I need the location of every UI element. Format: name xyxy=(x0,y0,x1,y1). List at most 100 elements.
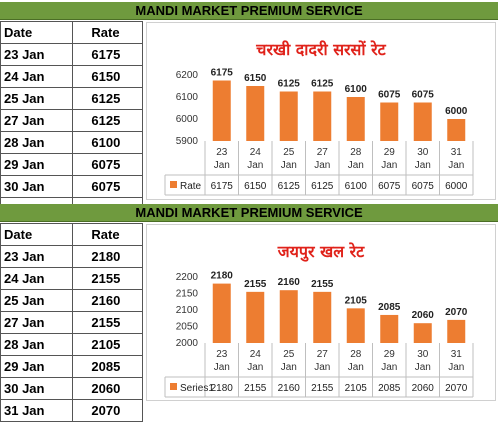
chart-panel: जयपुर खल रेट 2000 2050 2100 2150 2200 2180 2155… xyxy=(146,224,496,401)
bar xyxy=(212,283,231,343)
table-value: 2160 xyxy=(278,383,301,394)
table-row: 28 Jan 6100 xyxy=(0,131,143,154)
x-tick-label-part: 31 xyxy=(451,349,463,360)
data-label: 2160 xyxy=(278,277,301,288)
data-label: 2180 xyxy=(211,271,234,282)
rate-cell: 2180 xyxy=(72,245,143,268)
date-cell: 29 Jan xyxy=(0,355,74,378)
bar xyxy=(447,319,466,343)
bar xyxy=(380,102,399,141)
rate-cell: 2060 xyxy=(72,377,143,400)
x-tick-label-part: 23 xyxy=(216,349,228,360)
date-cell: 30 Jan xyxy=(0,377,74,400)
x-tick-label-part: 29 xyxy=(384,147,396,158)
x-tick-label: 31 Jan xyxy=(448,147,464,171)
rate-cell: 6100 xyxy=(72,131,143,154)
table-value: 6125 xyxy=(278,181,301,192)
legend-key xyxy=(170,181,177,188)
x-tick-label-part: 30 xyxy=(417,147,429,158)
rate-cell: 6150 xyxy=(72,65,143,88)
x-tick-label: 29 Jan xyxy=(381,147,397,171)
table-row: 24 Jan 2155 xyxy=(0,267,143,290)
table-value: 2085 xyxy=(378,383,401,394)
rate-cell: 6125 xyxy=(72,109,143,132)
table-value: 6075 xyxy=(412,181,435,192)
x-tick-label: 29 Jan xyxy=(381,349,397,373)
x-tick-label: 24 Jan xyxy=(247,147,263,171)
bar xyxy=(413,323,432,343)
chart-title: जयपुर खल रेट xyxy=(277,242,365,262)
table-row: 27 Jan 6125 xyxy=(0,109,143,132)
date-cell: 23 Jan xyxy=(0,43,74,66)
x-tick-label-part: 27 xyxy=(317,147,329,158)
x-tick-label-part: Jan xyxy=(348,362,364,373)
date-cell: 30 Jan xyxy=(0,175,74,198)
legend-key xyxy=(170,383,177,390)
x-tick-label-part: Jan xyxy=(415,160,431,171)
table-value: 2155 xyxy=(311,383,334,394)
x-tick-label-part: Jan xyxy=(415,362,431,373)
x-tick-label: 27 Jan xyxy=(314,147,330,171)
x-tick-label-part: 28 xyxy=(350,147,362,158)
rate-cell: Rate xyxy=(72,223,143,246)
y-tick-label: 6100 xyxy=(176,92,199,103)
x-tick-label-part: Jan xyxy=(381,362,397,373)
chart-panel: चरखी दादरी सरसों रेट 5900 6000 6100 6200 6175… xyxy=(146,22,496,200)
x-tick-label: 27 Jan xyxy=(314,349,330,373)
x-tick-label: 30 Jan xyxy=(415,349,431,373)
table-value: 6150 xyxy=(244,181,267,192)
table-value: 6075 xyxy=(378,181,401,192)
rate-cell: 6175 xyxy=(72,43,143,66)
bar xyxy=(279,91,298,141)
y-tick-label: 2150 xyxy=(176,289,199,300)
date-cell: 27 Jan xyxy=(0,109,74,132)
y-tick-label: 2200 xyxy=(176,272,199,283)
data-label: 6175 xyxy=(211,68,234,79)
bar xyxy=(413,102,432,141)
table-value: 6175 xyxy=(211,181,234,192)
table-row: 23 Jan 2180 xyxy=(0,245,143,268)
table-row: 30 Jan 2060 xyxy=(0,377,143,400)
x-tick-label: 30 Jan xyxy=(415,147,431,171)
table-value: 6125 xyxy=(311,181,334,192)
x-tick-label-part: 29 xyxy=(384,349,396,360)
data-label: 2105 xyxy=(345,295,368,306)
table-row: 28 Jan 2105 xyxy=(0,333,143,356)
section-header: MANDI MARKET PREMIUM SERVICE xyxy=(0,204,498,222)
data-label: 2155 xyxy=(244,279,267,290)
x-tick-label-part: 30 xyxy=(417,349,429,360)
x-tick-label: 24 Jan xyxy=(247,349,263,373)
x-tick-label-part: 25 xyxy=(283,349,295,360)
x-tick-label-part: Jan xyxy=(448,362,464,373)
y-tick-label: 6200 xyxy=(176,70,199,81)
x-tick-label: 23 Jan xyxy=(214,349,230,373)
date-cell: Date xyxy=(0,223,74,246)
bar-chart: चरखी दादरी सरसों रेट 5900 6000 6100 6200 6175… xyxy=(164,40,474,196)
data-label: 6075 xyxy=(378,90,401,101)
x-tick-label-part: 25 xyxy=(283,147,295,158)
bar xyxy=(246,291,265,343)
chart-title: चरखी दादरी सरसों रेट xyxy=(255,40,386,59)
data-label: 6125 xyxy=(278,79,301,90)
rate-cell: 6075 xyxy=(72,175,143,198)
y-tick-label: 2050 xyxy=(176,322,199,333)
bar xyxy=(246,86,265,141)
x-tick-label-part: 24 xyxy=(250,147,262,158)
rate-cell: 2105 xyxy=(72,333,143,356)
y-tick-label: 2100 xyxy=(176,305,199,316)
rate-table-body: Date Rate 23 Jan 6175 24 Jan 6150 25 Jan 6125 27… xyxy=(0,21,143,220)
table-row: 23 Jan 6175 xyxy=(0,43,143,66)
data-label: 6000 xyxy=(445,106,468,117)
table-value: 2060 xyxy=(412,383,435,394)
data-label: 6125 xyxy=(311,79,334,90)
x-tick-label-part: Jan xyxy=(247,160,263,171)
date-cell: 24 Jan xyxy=(0,65,74,88)
rate-cell: 2155 xyxy=(72,267,143,290)
table-row: 29 Jan 2085 xyxy=(0,355,143,378)
x-tick-label-part: Jan xyxy=(448,160,464,171)
table-header-row: Date Rate xyxy=(0,223,143,246)
data-label: 6100 xyxy=(345,84,368,95)
data-label: 6075 xyxy=(412,90,435,101)
bar xyxy=(313,91,332,141)
x-tick-label-part: 28 xyxy=(350,349,362,360)
